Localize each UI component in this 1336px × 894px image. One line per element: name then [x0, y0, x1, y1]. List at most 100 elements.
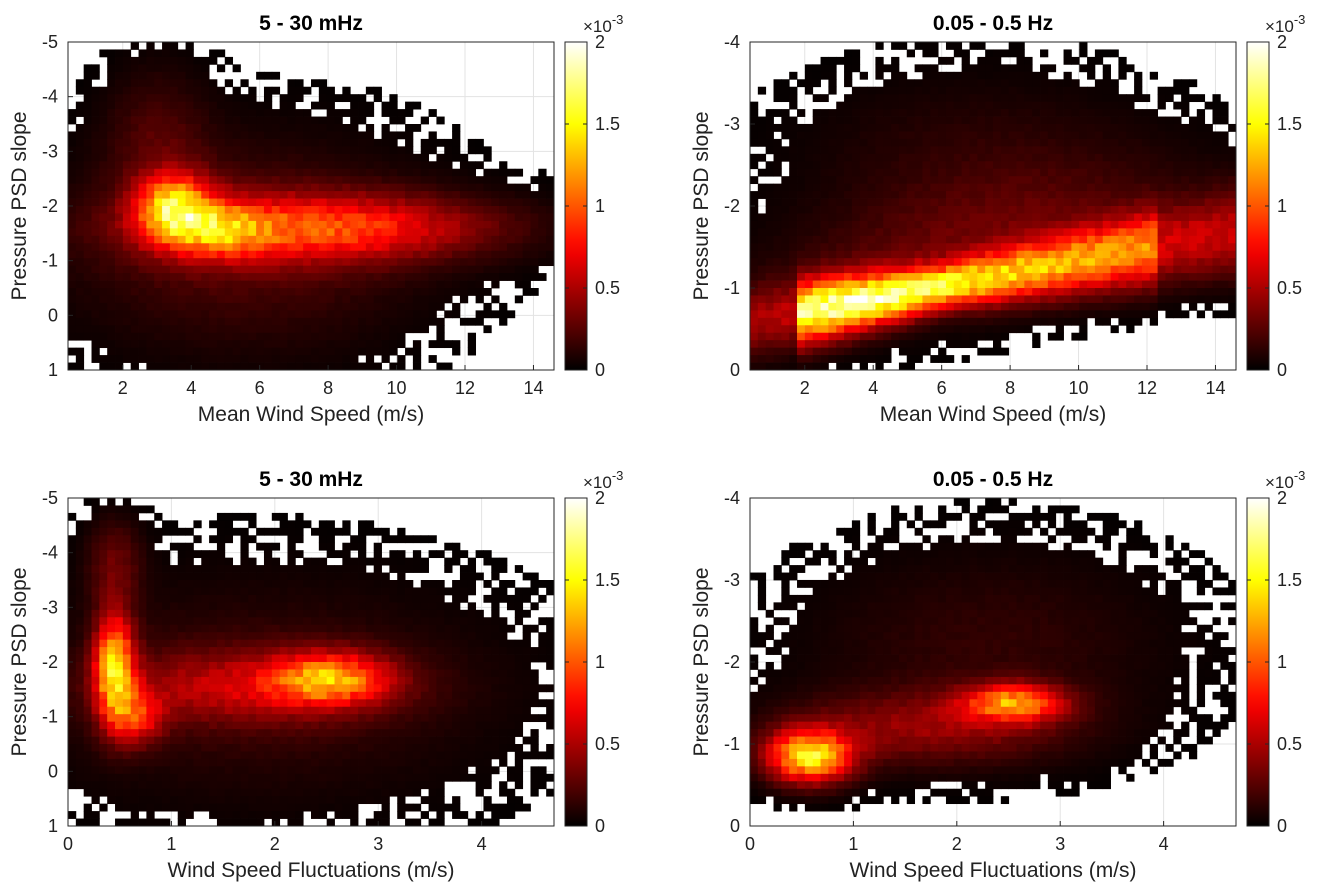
heatmap-cell [122, 176, 132, 185]
heatmap-cell [271, 355, 281, 363]
heatmap-cell [475, 243, 484, 252]
heatmap-cell [930, 124, 939, 132]
heatmap-cell [961, 101, 970, 110]
heatmap-cell [1063, 168, 1072, 177]
heatmap-cell [373, 325, 382, 334]
heatmap-cell [789, 325, 798, 334]
heatmap-cell [1118, 176, 1127, 185]
heatmap-cell [844, 79, 853, 88]
heatmap-cell [985, 213, 994, 222]
heatmap-cell [318, 138, 328, 147]
heatmap-cell [953, 265, 963, 274]
heatmap-cell [107, 191, 116, 199]
heatmap-cell [334, 228, 343, 237]
heatmap-cell [412, 235, 422, 244]
heatmap-cell [75, 325, 85, 334]
heatmap-cell [224, 138, 234, 147]
heatmap-cell [107, 340, 116, 349]
heatmap-cell [91, 131, 100, 140]
heatmap-cell [287, 347, 296, 356]
heatmap-cell [318, 302, 328, 311]
heatmap-cell [177, 542, 186, 551]
heatmap-cell [891, 243, 900, 252]
heatmap-cell [185, 258, 194, 267]
heatmap-cell [389, 243, 398, 252]
heatmap-cell [546, 183, 555, 192]
heatmap-cell [1063, 288, 1072, 296]
heatmap-cell [334, 153, 343, 162]
heatmap-cell [154, 131, 163, 140]
heatmap-cell [1173, 138, 1182, 147]
heatmap-cell [757, 235, 767, 244]
heatmap-cell [342, 138, 351, 147]
heatmap-cell [107, 250, 116, 259]
heatmap-cell [271, 347, 281, 356]
heatmap-cell [107, 258, 116, 267]
heatmap-cell [820, 198, 829, 207]
heatmap-cell [256, 332, 265, 341]
heatmap-cells [68, 498, 555, 827]
heatmap-cell [311, 258, 320, 267]
heatmap-cell [867, 146, 876, 155]
heatmap-cell [162, 639, 171, 648]
heatmap-cell [898, 243, 908, 252]
heatmap-cell [859, 250, 868, 259]
heatmap-cell [420, 220, 429, 229]
heatmap-cell [546, 206, 555, 214]
heatmap-cell [1079, 168, 1088, 177]
heatmap-cell [107, 721, 116, 730]
heatmap-cell [985, 49, 994, 58]
heatmap-cell [201, 86, 210, 95]
heatmap-cell [201, 310, 210, 319]
heatmap-cell [945, 325, 955, 334]
heatmap-cell [1118, 295, 1127, 304]
heatmap-cell [248, 325, 257, 334]
heatmap-cell [365, 183, 375, 192]
heatmap-cell [154, 706, 163, 715]
heatmap-cell [859, 288, 868, 296]
heatmap-cell [146, 535, 155, 544]
heatmap-cell [891, 206, 900, 214]
heatmap-cell [1040, 131, 1049, 140]
heatmap-cell [68, 146, 77, 155]
heatmap-cell [279, 176, 288, 185]
heatmap-cell [436, 183, 445, 192]
heatmap-cell [1016, 220, 1025, 229]
heatmap-cell [303, 250, 312, 259]
heatmap-cell [898, 228, 908, 237]
heatmap-cell [224, 124, 234, 132]
heatmap-cell [993, 191, 1002, 199]
heatmap-cell [303, 146, 312, 155]
heatmap-cell [318, 146, 328, 155]
heatmap-cell [83, 198, 92, 207]
heatmap-cell [350, 94, 359, 103]
heatmap-cell [68, 609, 77, 618]
heatmap-cell [389, 280, 398, 289]
heatmap-cell [232, 280, 241, 289]
heatmap-cell [1087, 235, 1096, 244]
heatmap-cell [342, 258, 351, 267]
heatmap-cell [1040, 153, 1049, 162]
heatmap-cell [867, 138, 876, 147]
heatmap-cell [499, 258, 508, 267]
heatmap-cell [115, 684, 124, 693]
heatmap-cell [107, 146, 116, 155]
heatmap-cell [256, 71, 265, 80]
heatmap-cell [1204, 258, 1213, 267]
heatmap-cell [342, 280, 351, 289]
heatmap-cell [1110, 220, 1119, 229]
heatmap-cell [130, 42, 139, 50]
heatmap-cell [75, 781, 85, 790]
heatmap-cell [389, 116, 398, 125]
heatmap-cell [177, 273, 186, 281]
heatmap-cell [789, 191, 798, 199]
heatmap-cell [765, 235, 774, 244]
heatmap-cell [836, 295, 845, 304]
heatmap-cell [1188, 191, 1198, 199]
heatmap-cell [1110, 161, 1119, 170]
heatmap-cell [122, 520, 132, 529]
heatmap-cell [201, 56, 210, 65]
heatmap-cell [1087, 250, 1096, 259]
heatmap-cell [1204, 235, 1213, 244]
heatmap-cell [107, 116, 116, 125]
